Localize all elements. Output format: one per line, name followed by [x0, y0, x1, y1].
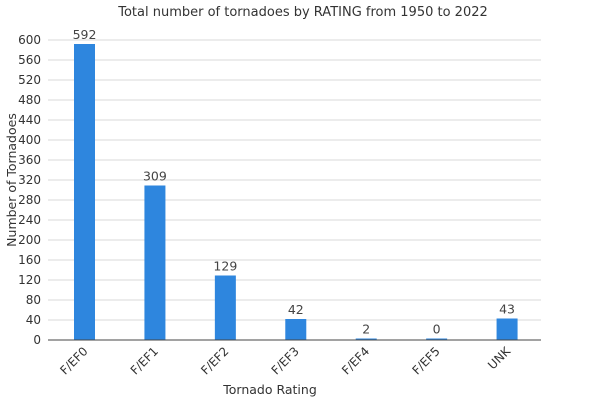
x-tick-label: F/EF5 [409, 344, 442, 377]
bar-data-label: 592 [73, 27, 97, 42]
y-tick-label: 240 [18, 213, 41, 227]
bar-f-ef3 [285, 319, 307, 340]
bar-data-label: 2 [362, 322, 370, 337]
bar-unk [496, 318, 518, 340]
bar-data-label: 309 [143, 169, 167, 184]
y-tick-label: 560 [18, 53, 41, 67]
y-tick-label: 480 [18, 93, 41, 107]
bar-data-label: 42 [288, 302, 304, 317]
x-axis-ticks: F/EF0 F/EF1 F/EF2 F/EF3 F/EF4 F/EF5 UNK [57, 343, 514, 377]
bars [74, 44, 518, 340]
y-tick-label: 120 [18, 273, 41, 287]
x-tick-label: UNK [485, 343, 514, 372]
x-tick-label: F/EF0 [57, 344, 90, 377]
y-axis-title: Number of Tornadoes [4, 113, 19, 247]
gridlines [48, 39, 541, 321]
bar-data-labels: 592 309 129 42 2 0 43 [73, 27, 515, 337]
chart-title: Total number of tornadoes by RATING from… [117, 5, 488, 20]
y-tick-label: 400 [18, 133, 41, 147]
y-tick-label: 440 [18, 113, 41, 127]
bar-data-label: 0 [433, 322, 441, 337]
bar-f-ef4 [355, 338, 377, 340]
x-tick-label: F/EF3 [269, 344, 302, 377]
y-tick-label: 280 [18, 193, 41, 207]
y-tick-label: 600 [18, 33, 41, 47]
bar-f-ef1 [144, 185, 166, 340]
y-tick-label: 320 [18, 173, 41, 187]
bar-data-label: 43 [499, 302, 515, 317]
x-axis-title: Tornado Rating [222, 382, 317, 397]
bar-f-ef5 [426, 338, 448, 340]
y-axis-ticks: 0 40 80 120 160 200 240 280 320 360 400 440 480 520 56… [18, 33, 41, 347]
y-tick-label: 0 [33, 333, 41, 347]
y-tick-label: 40 [26, 313, 41, 327]
y-tick-label: 200 [18, 233, 41, 247]
x-tick-label: F/EF4 [339, 344, 372, 377]
x-tick-label: F/EF2 [198, 344, 231, 377]
y-tick-label: 80 [26, 293, 41, 307]
bar-data-label: 129 [213, 259, 237, 274]
bar-f-ef2 [214, 275, 236, 340]
x-tick-label: F/EF1 [128, 344, 161, 377]
bar-f-ef0 [74, 44, 95, 340]
y-tick-label: 520 [18, 73, 41, 87]
y-tick-label: 160 [18, 253, 41, 267]
y-tick-label: 360 [18, 153, 41, 167]
